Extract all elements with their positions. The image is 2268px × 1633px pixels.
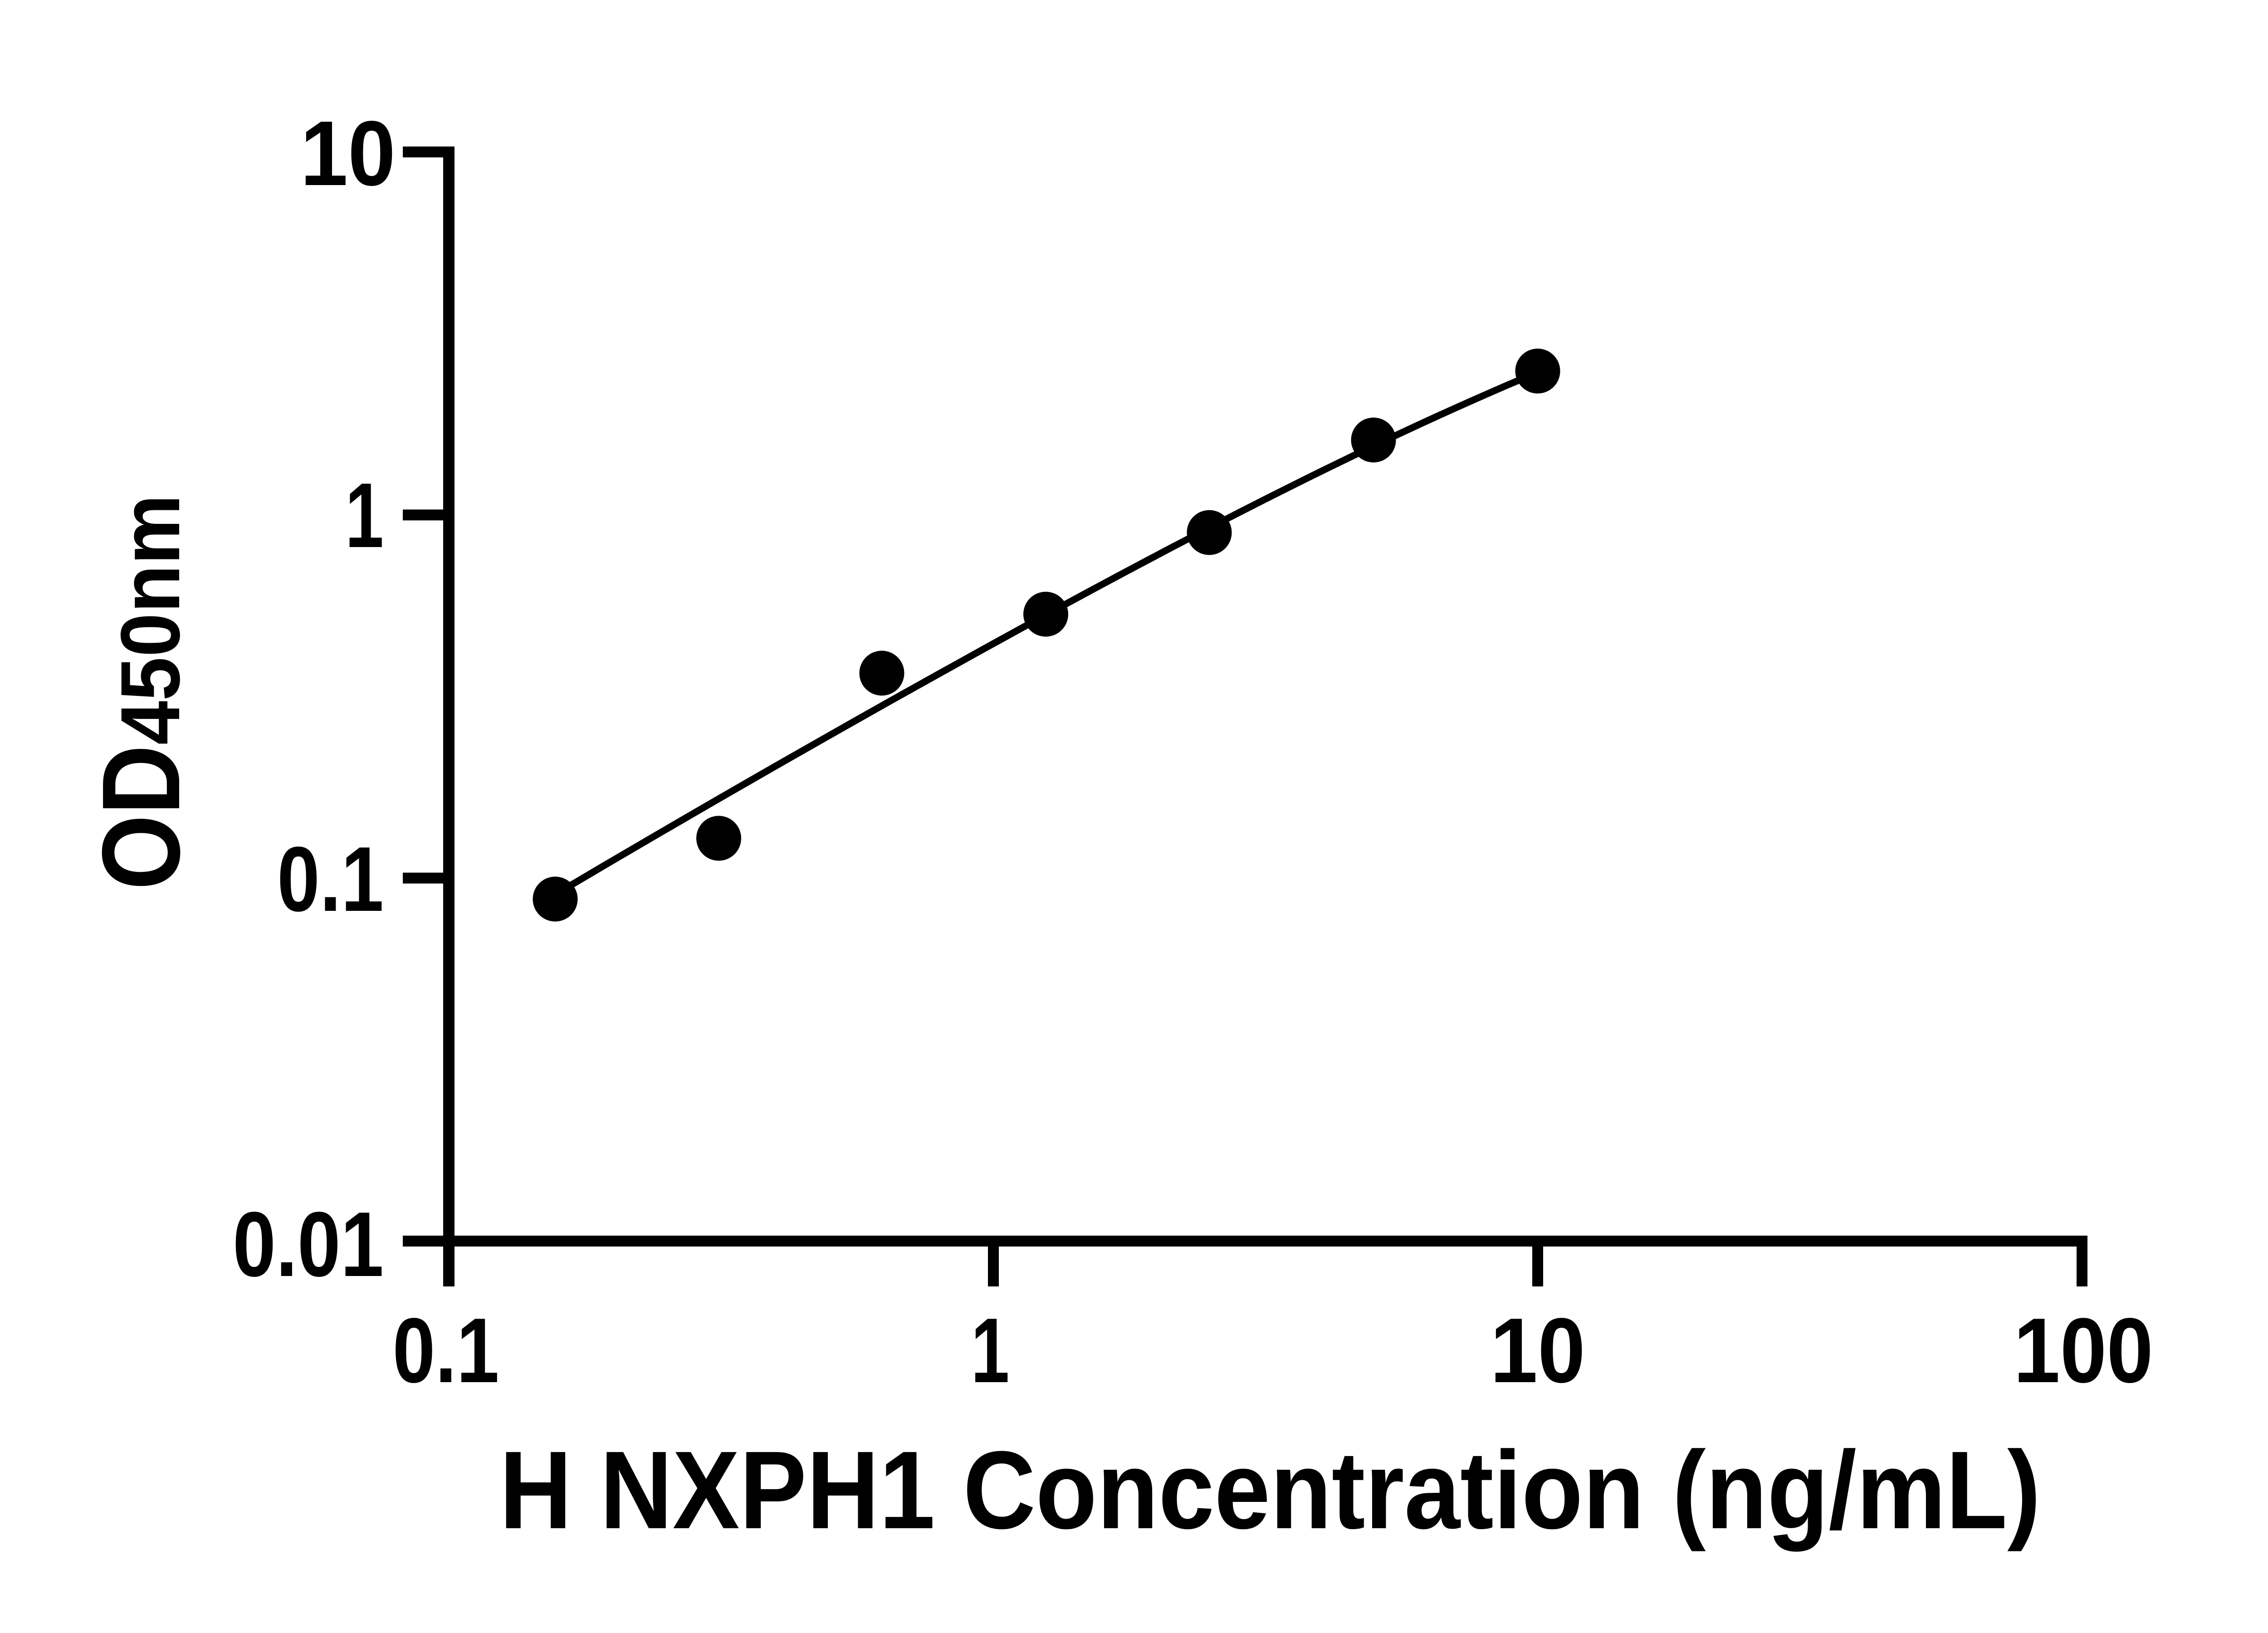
- svg-text:0.1: 0.1: [277, 828, 384, 931]
- svg-text:450nm: 450nm: [104, 494, 197, 745]
- svg-text:10: 10: [1490, 1299, 1585, 1402]
- svg-text:0.1: 0.1: [393, 1299, 499, 1402]
- svg-text:10: 10: [300, 102, 396, 205]
- svg-text:1: 1: [971, 1299, 1010, 1402]
- svg-text:0.01: 0.01: [233, 1193, 384, 1296]
- svg-text:H NXPH1 Concentration (ng/mL): H NXPH1 Concentration (ng/mL): [499, 1428, 2041, 1552]
- svg-text:1: 1: [345, 464, 384, 567]
- svg-text:OD: OD: [79, 745, 203, 890]
- svg-text:100: 100: [2014, 1299, 2153, 1402]
